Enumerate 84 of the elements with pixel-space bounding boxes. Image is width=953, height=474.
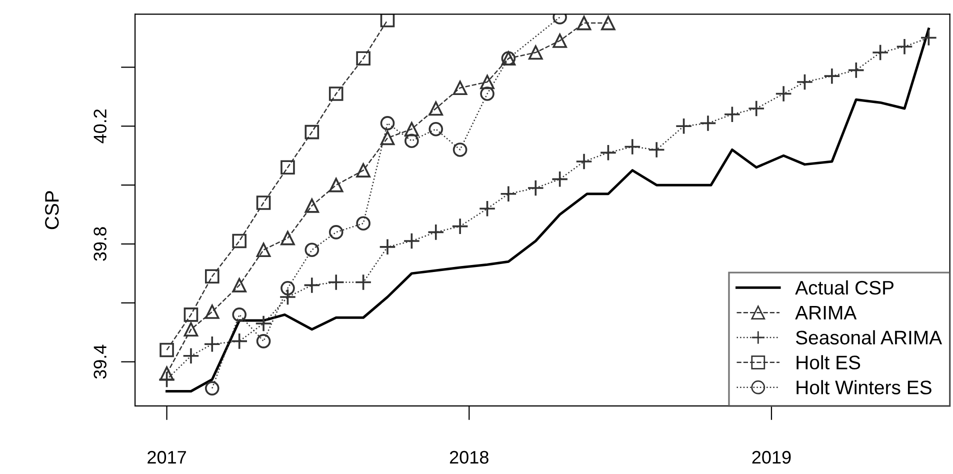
point — [380, 116, 395, 130]
point — [404, 122, 419, 136]
y-tick-label: 39.4 — [94, 344, 106, 379]
y-axis-title: CSP — [45, 191, 59, 230]
point — [380, 14, 395, 28]
point — [304, 198, 320, 213]
point — [380, 130, 395, 146]
point — [356, 163, 370, 178]
point — [354, 274, 372, 291]
legend-label: ARIMA — [795, 306, 857, 320]
x-tick-label: 2018 — [450, 450, 488, 464]
point — [256, 334, 271, 348]
point — [551, 170, 568, 188]
point — [528, 45, 543, 60]
point — [182, 347, 200, 364]
point — [896, 38, 914, 56]
point — [699, 114, 717, 132]
point — [184, 308, 198, 322]
point — [304, 124, 320, 140]
point — [356, 51, 370, 66]
y-tick-label: 39.8 — [94, 227, 106, 261]
point — [452, 142, 468, 157]
point — [403, 232, 420, 250]
point — [160, 366, 174, 381]
point — [527, 179, 544, 197]
point — [204, 336, 221, 353]
point — [872, 44, 889, 62]
legend-label: Actual CSP — [795, 280, 894, 295]
point — [748, 100, 765, 118]
point — [724, 106, 741, 123]
point — [378, 238, 396, 256]
point — [576, 16, 592, 30]
point — [823, 68, 840, 85]
point — [204, 381, 220, 396]
point — [254, 314, 272, 332]
point — [280, 281, 295, 296]
point — [230, 332, 248, 350]
y-tick-label: 40.2 — [94, 109, 106, 144]
point — [452, 218, 469, 235]
point — [304, 242, 320, 258]
point — [279, 288, 296, 306]
point — [480, 74, 494, 90]
point — [232, 278, 247, 292]
point — [480, 86, 494, 101]
point — [404, 134, 419, 148]
point — [232, 308, 247, 322]
point — [428, 122, 444, 136]
point — [848, 62, 865, 79]
point — [478, 200, 496, 218]
point — [428, 101, 444, 116]
point — [328, 86, 344, 101]
legend-label: Seasonal ARIMA — [796, 330, 942, 344]
point — [160, 342, 174, 358]
point — [280, 230, 295, 246]
point — [158, 370, 176, 388]
point — [601, 16, 616, 30]
point — [500, 185, 517, 202]
point — [427, 224, 444, 241]
point — [600, 144, 617, 162]
point — [328, 178, 344, 192]
point — [796, 73, 814, 91]
point — [552, 34, 567, 48]
point — [648, 141, 666, 158]
point — [280, 160, 295, 175]
point — [328, 225, 344, 240]
point — [356, 216, 370, 231]
point — [452, 80, 468, 96]
point — [328, 274, 345, 291]
legend-label: Holt ES — [796, 355, 860, 370]
point — [303, 276, 320, 294]
point — [204, 269, 220, 284]
point — [920, 29, 938, 46]
point — [256, 196, 271, 210]
point — [256, 242, 271, 258]
point — [204, 304, 220, 319]
point — [624, 138, 641, 156]
point — [775, 85, 792, 102]
legend-label: Holt Winters ES — [796, 380, 932, 394]
x-tick-label: 2019 — [752, 450, 791, 464]
point — [575, 152, 593, 170]
x-tick-label: 2017 — [148, 450, 186, 464]
point — [232, 234, 247, 248]
point — [675, 118, 692, 135]
point — [184, 322, 198, 337]
